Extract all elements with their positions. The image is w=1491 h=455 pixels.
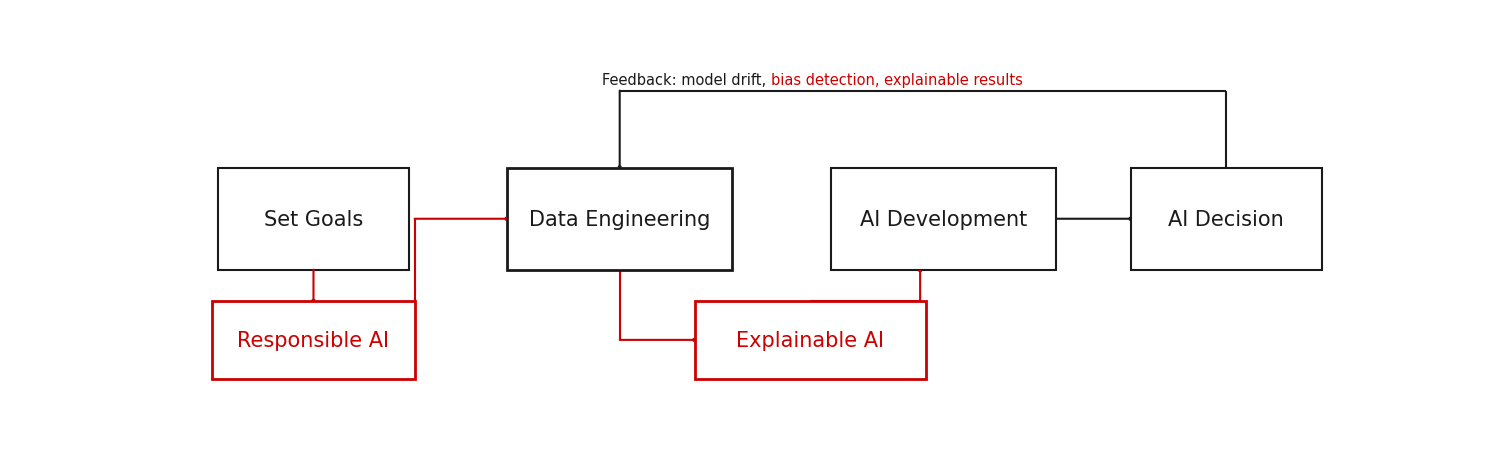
- Text: AI Decision: AI Decision: [1169, 209, 1284, 229]
- Text: Explainable AI: Explainable AI: [737, 330, 884, 350]
- Bar: [830, 168, 1056, 270]
- Text: Set Goals: Set Goals: [264, 209, 364, 229]
- Text: Feedback: model drift,: Feedback: model drift,: [602, 73, 771, 88]
- Text: AI Development: AI Development: [860, 209, 1027, 229]
- Text: Data Engineering: Data Engineering: [529, 209, 710, 229]
- Bar: [212, 302, 414, 379]
- Text: Responsible AI: Responsible AI: [237, 330, 389, 350]
- Bar: [218, 168, 409, 270]
- Bar: [1132, 168, 1321, 270]
- Text: bias detection, explainable results: bias detection, explainable results: [771, 73, 1023, 88]
- Bar: [695, 302, 926, 379]
- Bar: [507, 168, 732, 270]
